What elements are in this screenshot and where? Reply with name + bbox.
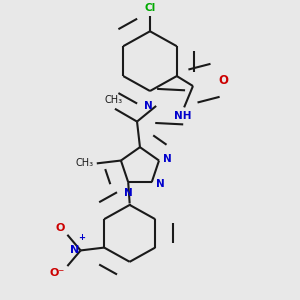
Text: Cl: Cl bbox=[144, 3, 156, 13]
Text: O⁻: O⁻ bbox=[49, 268, 64, 278]
Text: N: N bbox=[164, 154, 172, 164]
Text: CH₃: CH₃ bbox=[104, 95, 122, 105]
Text: N: N bbox=[124, 188, 133, 198]
Text: N: N bbox=[156, 178, 165, 189]
Text: O: O bbox=[218, 74, 228, 87]
Text: N: N bbox=[70, 245, 79, 255]
Text: +: + bbox=[79, 233, 86, 242]
Text: O: O bbox=[55, 224, 64, 233]
Text: NH: NH bbox=[174, 111, 191, 121]
Text: N: N bbox=[144, 101, 153, 111]
Text: CH₃: CH₃ bbox=[75, 158, 93, 168]
